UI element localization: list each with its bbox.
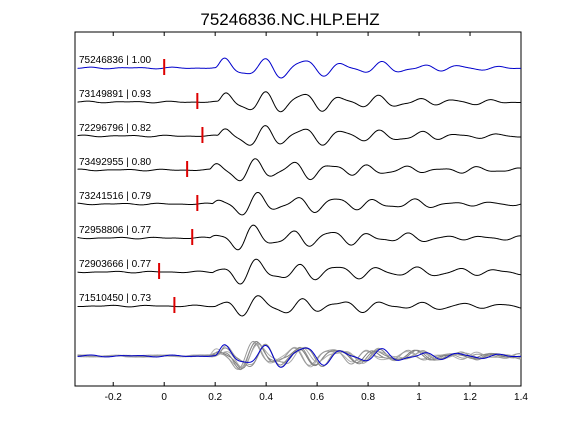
x-tick-label: 0 (161, 392, 167, 403)
x-axis: -0.2 0 0.2 0.4 0.6 0.8 1 1.2 1.4 (105, 32, 528, 403)
x-tick-label: 0.4 (259, 392, 273, 403)
trace-waveform (77, 224, 522, 251)
trace-73492955: 73492955 | 0.80 (77, 157, 522, 182)
trace-72958806: 72958806 | 0.77 (77, 224, 522, 251)
x-tick-label: 0.6 (310, 392, 324, 403)
chart-title: 75246836.NC.HLP.EHZ (200, 10, 379, 29)
trace-73241516: 73241516 | 0.79 (77, 191, 522, 216)
trace-72296796: 72296796 | 0.82 (77, 123, 522, 146)
trace-label: 72296796 | 0.82 (79, 123, 152, 134)
trace-waveform (77, 295, 522, 317)
trace-label: 75246836 | 1.00 (79, 55, 152, 66)
trace-71510450: 71510450 | 0.73 (77, 293, 522, 317)
trace-waveform (77, 91, 522, 113)
trace-label: 73492955 | 0.80 (79, 157, 152, 168)
stack-layer (77, 340, 522, 371)
trace-waveform (77, 258, 522, 285)
trace-75246836: 75246836 | 1.00 (77, 55, 521, 79)
plot-frame (74, 31, 522, 387)
traces-layer: 75246836 | 1.00 73149891 | 0.93 72296796 |… (77, 55, 522, 317)
x-tick-label: 1 (416, 392, 422, 403)
x-tick-label: 0.2 (208, 392, 222, 403)
trace-label: 73241516 | 0.79 (79, 191, 152, 202)
stack-reference-trace (77, 344, 521, 368)
x-tick-label: 1.2 (463, 392, 477, 403)
trace-label: 73149891 | 0.93 (79, 89, 152, 100)
trace-label: 72958806 | 0.77 (79, 225, 152, 236)
trace-72903666: 72903666 | 0.77 (77, 258, 522, 285)
x-tick-label: 1.4 (514, 392, 528, 403)
trace-waveform (77, 125, 522, 146)
trace-label: 72903666 | 0.77 (79, 259, 152, 270)
x-tick-label: 0.8 (361, 392, 375, 403)
trace-label: 71510450 | 0.73 (79, 293, 152, 304)
trace-waveform (77, 158, 522, 182)
trace-waveform (77, 57, 521, 79)
trace-waveform (77, 191, 522, 216)
trace-73149891: 73149891 | 0.93 (77, 89, 522, 113)
x-tick-label: -0.2 (105, 392, 123, 403)
